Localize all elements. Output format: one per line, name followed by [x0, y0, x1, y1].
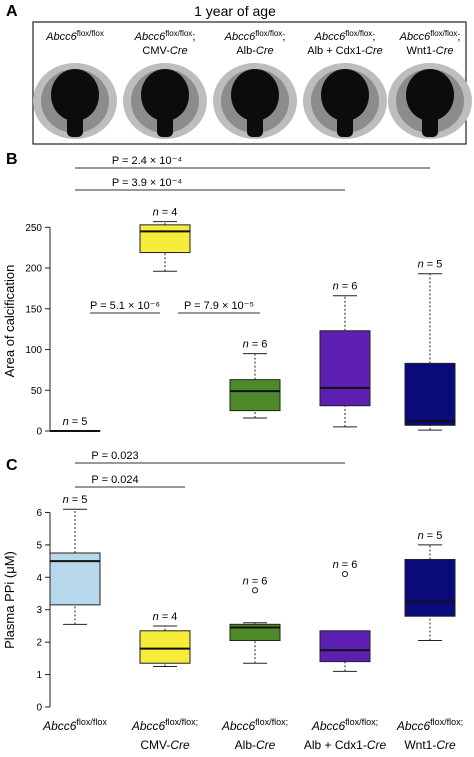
n-label: n = 5 — [63, 416, 88, 428]
tissue-core — [406, 69, 454, 121]
n-label: n = 5 — [418, 530, 443, 542]
y-tick-label: 3 — [36, 605, 42, 616]
box-iqr — [229, 379, 281, 412]
tissue-core — [141, 69, 189, 121]
y-tick-label: 0 — [36, 703, 42, 714]
x-tick-label-line2: CMV-Cre — [140, 738, 190, 752]
tissue-core — [231, 69, 279, 121]
y-tick-label: 6 — [36, 508, 42, 519]
tissue-core — [51, 69, 99, 121]
tissue-core — [321, 69, 369, 121]
y-tick-label: 200 — [25, 264, 42, 275]
tissue-scan-image — [303, 63, 387, 139]
box-iqr — [139, 224, 191, 254]
n-label: n = 6 — [243, 339, 268, 351]
n-label: n = 4 — [153, 207, 178, 219]
n-label: n = 6 — [333, 559, 358, 571]
genotype-header-line2: Wnt1-Cre — [406, 45, 453, 57]
outlier-point — [251, 587, 259, 594]
genotype-header-line2: CMV-Cre — [142, 45, 187, 57]
y-tick-label: 0 — [36, 427, 42, 438]
p-value-label: P = 3.9 × 10⁻⁴ — [112, 177, 183, 189]
y-tick-label: 4 — [36, 573, 42, 584]
genotype-header-line1: Abcc6flox/flox; — [224, 29, 286, 43]
genotype-header-line2: Alb + Cdx1-Cre — [307, 45, 383, 57]
y-tick-label: 5 — [36, 540, 42, 551]
n-label: n = 6 — [243, 575, 268, 587]
tissue-scan-image — [388, 63, 472, 139]
y-tick-label: 1 — [36, 670, 42, 681]
y-tick-label: 100 — [25, 345, 42, 356]
genotype-header-line1: Abcc6flox/flox; — [399, 29, 461, 43]
x-tick-label-line2: Alb + Cdx1-Cre — [304, 738, 387, 752]
box-iqr — [404, 558, 456, 617]
outlier-point — [341, 570, 349, 578]
box-2: n = 4 — [139, 611, 191, 667]
box-5: n = 5 — [404, 530, 456, 642]
tissue-scan-image — [213, 63, 297, 139]
tissue-scan-image — [33, 63, 117, 139]
box-5: n = 5 — [404, 259, 456, 431]
box-4: n = 6 — [319, 281, 371, 428]
x-tick-label-line1: Abcc6flox/flox — [42, 717, 107, 733]
tissue-stem — [247, 115, 263, 137]
tissue-stem — [157, 115, 173, 137]
p-value-label: P = 7.9 × 10⁻⁵ — [184, 300, 254, 312]
panel-a-title: 1 year of age — [194, 3, 276, 19]
box-iqr — [319, 630, 371, 663]
box-4: n = 6 — [319, 559, 371, 672]
genotype-header-line1: Abcc6flox/flox; — [134, 29, 196, 43]
tissue-stem — [67, 115, 83, 137]
y-tick-label: 150 — [25, 304, 42, 315]
tissue-stem — [422, 115, 438, 137]
n-label: n = 5 — [418, 259, 443, 271]
p-value-label: P = 0.023 — [91, 450, 138, 462]
panel-b-letter: B — [6, 151, 18, 168]
box-iqr — [319, 330, 371, 407]
tissue-stem — [337, 115, 353, 137]
box-1: n = 5 — [49, 494, 101, 625]
y-tick-label: 2 — [36, 638, 42, 649]
box-iqr — [139, 630, 191, 664]
x-tick-label-line1: Abcc6flox/flox; — [221, 717, 288, 733]
n-label: n = 5 — [63, 494, 88, 506]
y-axis-label: Area of calcification — [2, 265, 17, 378]
x-tick-label-line2: Wnt1-Cre — [404, 738, 456, 752]
p-value-label: P = 0.024 — [91, 474, 138, 486]
x-tick-label-line1: Abcc6flox/flox; — [131, 717, 198, 733]
p-value-label: P = 5.1 × 10⁻⁶ — [90, 300, 160, 312]
n-label: n = 6 — [333, 281, 358, 293]
tissue-scan-image — [123, 63, 207, 139]
box-3: n = 6 — [229, 339, 281, 419]
genotype-header-line1: Abcc6flox/flox; — [314, 29, 376, 43]
x-tick-label-line1: Abcc6flox/flox; — [396, 717, 463, 733]
genotype-header-line1: Abcc6flox/flox — [45, 29, 104, 43]
panel-a-letter: A — [6, 3, 18, 20]
x-tick-label-line1: Abcc6flox/flox; — [311, 717, 378, 733]
y-tick-label: 250 — [25, 223, 42, 234]
box-3: n = 6 — [229, 575, 281, 664]
x-tick-label-line2: Alb-Cre — [235, 738, 276, 752]
box-iqr — [404, 362, 456, 426]
box-2: n = 4 — [139, 207, 191, 272]
panel-c-letter: C — [6, 457, 18, 474]
box-1: n = 5 — [49, 416, 101, 432]
p-value-label: P = 2.4 × 10⁻⁴ — [112, 155, 183, 167]
y-axis-label: Plasma PPi (μM) — [2, 551, 17, 649]
y-tick-label: 50 — [31, 386, 43, 397]
n-label: n = 4 — [153, 611, 178, 623]
genotype-header-line2: Alb-Cre — [236, 45, 273, 57]
